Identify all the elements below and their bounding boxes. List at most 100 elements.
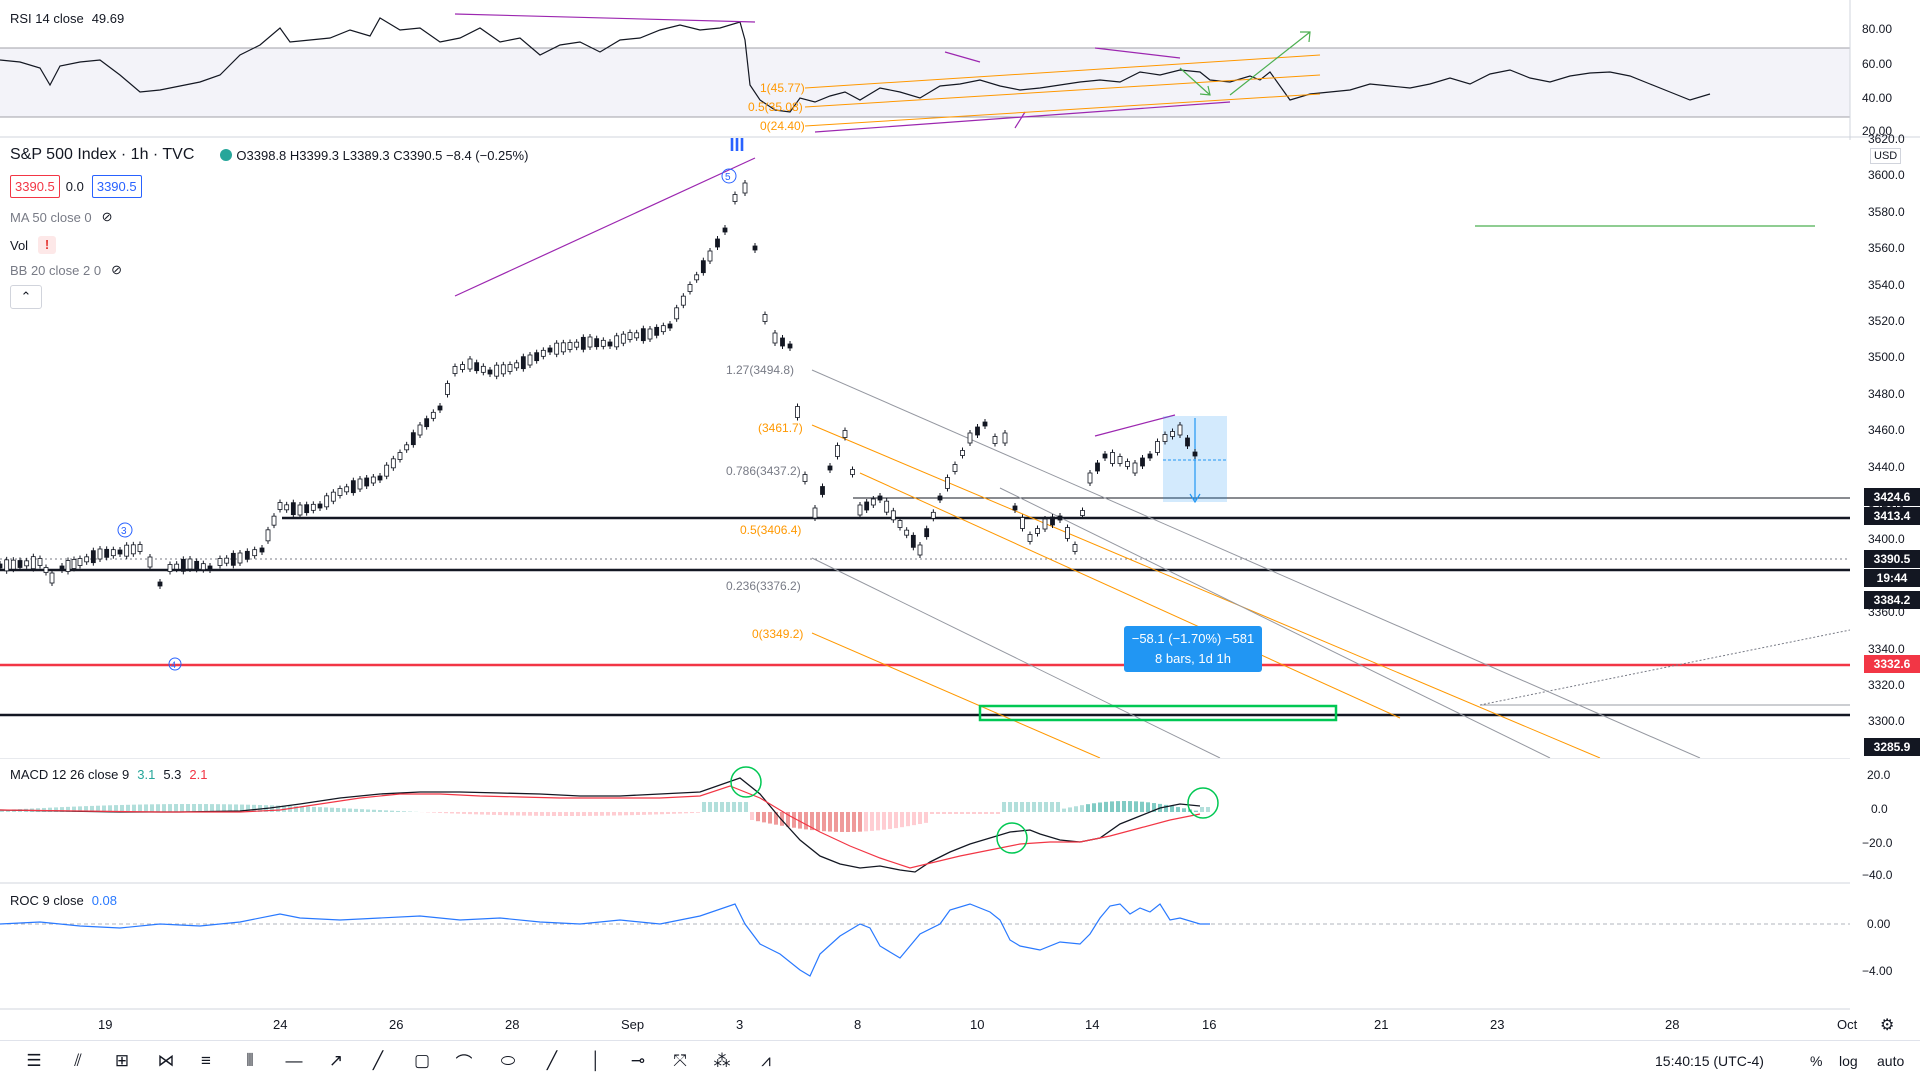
symbol-title[interactable]: S&P 500 Index · 1h · TVC <box>10 146 194 164</box>
macd-histogram-bar <box>630 812 634 815</box>
macd-histogram-bar <box>390 811 394 812</box>
bid-pill[interactable]: 3390.5 <box>10 175 60 198</box>
macd-histogram-bar <box>690 812 694 813</box>
time-axis-label: 16 <box>1202 1017 1216 1032</box>
ellipse-tool-icon[interactable]: ⬭ <box>492 1047 524 1075</box>
brush-tool-icon[interactable]: ╱ <box>536 1047 568 1075</box>
candle-body <box>1003 433 1007 443</box>
auto-toggle[interactable]: auto <box>1877 1053 1904 1069</box>
measure-tool-icon[interactable]: ⤧ <box>664 1047 696 1075</box>
rsi-value: 49.69 <box>92 11 125 26</box>
abc-tool-icon[interactable]: ⩘ <box>750 1047 782 1075</box>
macd-histogram-bar <box>360 809 364 812</box>
rsi-legend[interactable]: RSI 14 close 49.69 <box>10 11 124 26</box>
macd-histogram-bar <box>678 812 682 814</box>
ask-pill[interactable]: 3390.5 <box>92 175 142 198</box>
collapse-legend-button[interactable]: ⌃ <box>10 285 42 309</box>
candle-body <box>231 553 235 565</box>
currency-label[interactable]: USD <box>1870 148 1901 164</box>
channel-tool-icon[interactable]: ≡ <box>190 1047 222 1075</box>
candle-body <box>266 530 270 541</box>
macd-histogram-bar <box>588 812 592 816</box>
percent-toggle[interactable]: % <box>1810 1053 1822 1069</box>
candle-body <box>245 551 249 559</box>
macd-histogram-bar <box>486 812 490 815</box>
rsi-pane[interactable]: 1(45.77) 0.5(35.08) 0(24.40) <box>0 0 1920 140</box>
candle-body <box>1163 435 1167 442</box>
roc-pane[interactable] <box>0 884 1850 1010</box>
price-axis-label: 3480.0 <box>1868 387 1905 401</box>
macd-histogram-bar <box>510 812 514 815</box>
elliott-tool-icon[interactable]: ⁂ <box>706 1047 738 1075</box>
candle-body <box>318 504 322 508</box>
candle-body <box>208 566 212 570</box>
fib-0236: 0.236(3376.2) <box>726 579 801 593</box>
macd-label: MACD 12 26 close 9 <box>10 767 129 782</box>
macd-histogram-bar <box>936 812 940 814</box>
warning-icon[interactable]: ! <box>38 236 56 254</box>
candle-body <box>1013 506 1017 510</box>
macd-histogram-bar <box>744 802 748 812</box>
hline-tool-icon[interactable]: — <box>278 1047 310 1075</box>
symbol-legend[interactable]: S&P 500 Index · 1h · TVC O3398.8 H3399.3… <box>10 146 528 164</box>
rectangle-tool-icon[interactable]: ▢ <box>406 1047 438 1075</box>
drawing-toolbar: ☰ ⫽ ⊞ ⋈ ≡ ⦀ — ↗ ╱ ▢ ⌒ ⬭ ╱ │ ⊸ ⤧ ⁂ ⩘ 15:4… <box>0 1040 1920 1081</box>
indicator-ma[interactable]: MA 50 close 0 ⊘ <box>10 209 113 225</box>
macd-histogram-bar <box>1026 802 1030 812</box>
candle-body <box>345 487 349 492</box>
macd-histogram-bar <box>1122 801 1126 812</box>
candle-body <box>118 550 122 554</box>
candle-body <box>358 479 362 489</box>
lines-icon[interactable]: ☰ <box>18 1047 50 1075</box>
candle-body <box>272 516 276 525</box>
vline-tool-icon[interactable]: │ <box>580 1047 612 1075</box>
market-status-icon <box>220 149 232 161</box>
log-toggle[interactable]: log <box>1839 1053 1858 1069</box>
info-line-tool-icon[interactable]: ⊸ <box>622 1047 654 1075</box>
macd-histogram-bar <box>1182 808 1186 812</box>
macd-histogram-bar <box>1170 806 1174 812</box>
fib-tool-icon[interactable]: ⊞ <box>106 1047 138 1075</box>
time-axis-label: 19 <box>98 1017 112 1032</box>
clock[interactable]: 15:40:15 (UTC-4) <box>1655 1053 1764 1069</box>
eye-hidden-icon[interactable]: ⊘ <box>102 209 113 225</box>
gear-icon[interactable]: ⚙ <box>1880 1015 1894 1035</box>
macd-histogram-bar <box>924 812 928 823</box>
gann-tool-icon[interactable]: ⦀ <box>234 1047 266 1075</box>
roc-value: 0.08 <box>92 893 117 908</box>
price-axis-label: 3580.0 <box>1868 205 1905 219</box>
macd-histogram-bar <box>606 812 610 816</box>
candle-body <box>1081 511 1085 516</box>
macd-pane[interactable] <box>0 758 1850 884</box>
trendline-tool-icon[interactable]: ⫽ <box>62 1047 94 1075</box>
candle-body <box>821 487 825 495</box>
candle-body <box>475 363 479 371</box>
indicator-vol[interactable]: Vol ! <box>10 236 56 254</box>
candle-body <box>521 357 525 369</box>
pattern-tool-icon[interactable]: ⋈ <box>150 1047 182 1075</box>
macd-histogram-bar <box>1146 802 1150 812</box>
indicator-bb[interactable]: BB 20 close 2 0 ⊘ <box>10 262 122 278</box>
line-tool-icon[interactable]: ╱ <box>362 1047 394 1075</box>
candle-body <box>1058 516 1062 520</box>
macd-legend[interactable]: MACD 12 26 close 9 3.1 5.3 2.1 <box>10 767 207 782</box>
target-box <box>980 706 1336 720</box>
ray-tool-icon[interactable]: ↗ <box>320 1047 352 1075</box>
candle-body <box>541 350 545 356</box>
roc-legend[interactable]: ROC 9 close 0.08 <box>10 893 117 908</box>
price-tag: 3413.4 <box>1864 507 1920 525</box>
candle-body <box>201 564 205 570</box>
candle-body <box>1193 452 1197 456</box>
macd-histogram-bar <box>816 812 820 831</box>
price-chart[interactable]: 1.27(3494.8) (3461.7) 0.786(3437.2) 0.5(… <box>0 138 1850 758</box>
path-tool-icon[interactable]: ⌒ <box>448 1047 480 1075</box>
candle-body <box>535 353 539 361</box>
macd-histogram-bar <box>1206 807 1210 812</box>
candle-body <box>803 475 807 482</box>
eye-hidden-icon[interactable]: ⊘ <box>111 262 122 278</box>
candle-body <box>391 459 395 468</box>
candle-body <box>501 365 505 374</box>
candle-body <box>453 367 457 374</box>
candle-body <box>298 505 302 515</box>
candle-body <box>581 337 585 349</box>
